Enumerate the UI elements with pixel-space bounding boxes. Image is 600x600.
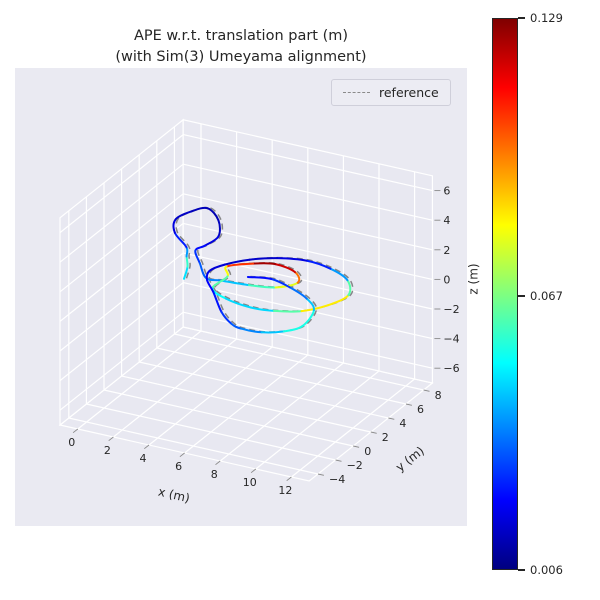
y-tick-label: 0 — [364, 445, 371, 458]
trajectory-segment — [247, 284, 277, 289]
trajectory-segment — [305, 259, 332, 270]
trajectory-segment — [230, 322, 243, 330]
trajectory-segment — [208, 263, 226, 272]
plot-title-line2: (with Sim(3) Umeyama alignment) — [115, 49, 367, 65]
trajectory-segment — [194, 249, 201, 265]
trajectory-segment — [248, 257, 278, 261]
trajectory-segment — [274, 263, 296, 274]
estimated-trajectory — [172, 206, 352, 334]
trajectory-segment — [249, 306, 275, 312]
trajectory-segment — [172, 218, 177, 234]
trajectory-segment — [185, 246, 189, 258]
x-tick-label: 10 — [243, 476, 257, 489]
trajectory-segment — [204, 235, 220, 247]
trajectory-segment — [294, 271, 301, 284]
colorbar-tick-min: 0.006 — [530, 563, 563, 577]
x-tick-label: 4 — [140, 452, 147, 465]
x-tick-label: 2 — [104, 444, 111, 457]
z-tick-label: −6 — [443, 362, 459, 375]
trajectory-segment — [217, 219, 221, 238]
trajectory-segment — [206, 278, 215, 294]
colorbar-tickmark-median — [518, 295, 525, 297]
trajectory-segment — [272, 309, 303, 313]
trajectory-segment — [288, 286, 308, 300]
grid-lines — [59, 123, 433, 478]
trajectory-segment — [327, 294, 350, 307]
trajectory-segment — [211, 275, 229, 290]
x-tick-label: 8 — [211, 468, 218, 481]
trajectory-segment — [246, 276, 272, 280]
trajectory-segment — [190, 206, 209, 213]
trajectory-segment — [240, 327, 263, 334]
y-tick-label: −2 — [347, 459, 363, 472]
trajectory-segment — [276, 257, 308, 262]
legend: reference — [331, 79, 451, 106]
z-axis-label: z (m) — [466, 263, 481, 295]
trajectory-segment — [212, 291, 223, 313]
trajectory-segment — [206, 207, 220, 222]
trajectory-segment — [183, 265, 189, 280]
legend-label: reference — [379, 85, 439, 100]
trajectory-segment — [224, 297, 252, 309]
y-tick-label: −4 — [329, 473, 345, 486]
colorbar-gradient — [493, 19, 517, 569]
z-tick-label: −2 — [443, 303, 459, 316]
trajectory-segment — [225, 262, 255, 268]
trajectory-segment — [173, 231, 188, 249]
y-tick-label: 8 — [435, 389, 442, 402]
trajectory-segment — [220, 311, 233, 325]
y-tick-label: 4 — [399, 417, 406, 430]
z-tick-label: 4 — [443, 214, 450, 227]
y-tick-label: 6 — [417, 403, 424, 416]
trajectory-segment — [301, 309, 315, 327]
colorbar-tick-max: 0.129 — [530, 11, 563, 25]
trajectory-segment — [282, 325, 304, 333]
colorbar — [492, 18, 518, 570]
z-tick-label: −4 — [443, 333, 459, 346]
trajectory-segment — [252, 262, 277, 266]
plot-title: APE w.r.t. translation part (m) (with Si… — [15, 26, 467, 68]
x-tick-label: 6 — [175, 460, 182, 473]
trajectory-segment — [270, 277, 291, 289]
colorbar-tickmark-max — [518, 17, 525, 19]
trajectory-segment — [305, 297, 315, 312]
y-tick-label: 2 — [382, 431, 389, 444]
trajectory-segment — [300, 304, 330, 313]
trajectory-segment — [223, 258, 251, 266]
reference-trajectory — [175, 206, 354, 333]
tick-marks — [72, 190, 441, 482]
colorbar-tick-median: 0.067 — [530, 289, 563, 304]
trajectory-segment — [346, 279, 352, 297]
x-tick-label: 12 — [278, 484, 292, 497]
x-tick-label: 0 — [68, 436, 75, 449]
trajectory-segment — [260, 330, 285, 334]
trajectory-segment — [185, 255, 189, 268]
plot-title-line1: APE w.r.t. translation part (m) — [133, 28, 349, 44]
trajectory-segment — [198, 262, 208, 280]
z-tick-label: 2 — [443, 244, 450, 257]
dashed-line-icon — [343, 92, 370, 93]
z-tick-label: 0 — [443, 273, 450, 286]
trajectory-segment — [329, 267, 349, 282]
trajectory-segment — [174, 210, 193, 221]
colorbar-tickmark-min — [518, 569, 525, 571]
z-tick-label: 6 — [443, 185, 450, 198]
